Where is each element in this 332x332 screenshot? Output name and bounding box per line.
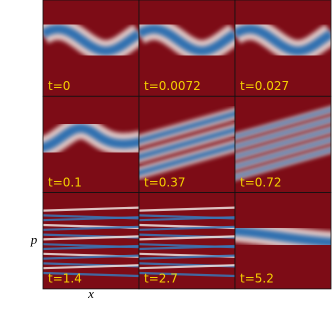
panel: t=0.1 — [42, 95, 140, 194]
panel-content — [139, 0, 235, 97]
panel-label: t=0.027 — [240, 79, 289, 93]
band-core — [139, 127, 235, 160]
panel-content — [235, 96, 331, 193]
band-core — [139, 24, 235, 56]
panel-border — [234, 192, 332, 290]
stripe — [139, 216, 235, 222]
panel-content — [43, 192, 139, 289]
panel-content — [43, 96, 139, 193]
stripe — [43, 235, 139, 241]
panel-label: t=2.7 — [144, 272, 178, 286]
stripe — [43, 264, 139, 270]
x-axis-label: x — [87, 286, 94, 301]
band-core — [139, 111, 235, 144]
band-core — [235, 108, 331, 139]
panel-content — [43, 0, 139, 97]
band-core — [235, 148, 331, 179]
stripe — [139, 264, 235, 270]
stripe — [139, 206, 235, 212]
panel-label: t=5.2 — [240, 272, 274, 286]
stripe — [43, 254, 139, 260]
panel: t=1.4 — [42, 192, 140, 290]
stripe — [139, 244, 235, 251]
stripe — [139, 225, 235, 231]
band-core — [235, 118, 331, 149]
band-core — [235, 128, 331, 159]
panel-label: t=0.0072 — [144, 79, 201, 93]
panel: t=0.37 — [138, 95, 236, 194]
stripe — [43, 271, 139, 278]
band-core — [139, 143, 235, 176]
stripe — [139, 235, 235, 241]
panel: t=0 — [42, 0, 140, 97]
stripe — [139, 271, 235, 278]
panel-content — [235, 0, 331, 97]
panel-label: t=1.4 — [48, 272, 82, 286]
panel-label: t=0.72 — [240, 175, 281, 189]
panel-content — [139, 96, 235, 193]
band-core — [43, 24, 139, 56]
panel-label: t=0.1 — [48, 175, 82, 189]
band-core — [235, 138, 331, 169]
panel: t=0.0072 — [138, 0, 236, 97]
stripe — [43, 225, 139, 231]
stripe — [139, 254, 235, 260]
band-core — [235, 226, 331, 247]
y-axis-label: p — [30, 232, 38, 247]
panel-content — [235, 192, 331, 289]
stripe — [43, 216, 139, 222]
panel: t=0.72 — [234, 95, 332, 194]
panel-label: t=0 — [48, 79, 70, 93]
panel: t=5.2 — [234, 192, 332, 290]
band-core — [43, 123, 139, 152]
panel-content — [139, 192, 235, 289]
stripe — [43, 206, 139, 212]
panel-label: t=0.37 — [144, 175, 185, 189]
panel: t=0.027 — [234, 0, 332, 97]
band-core — [235, 24, 331, 56]
stripe — [43, 244, 139, 251]
panel: t=2.7 — [138, 192, 236, 290]
